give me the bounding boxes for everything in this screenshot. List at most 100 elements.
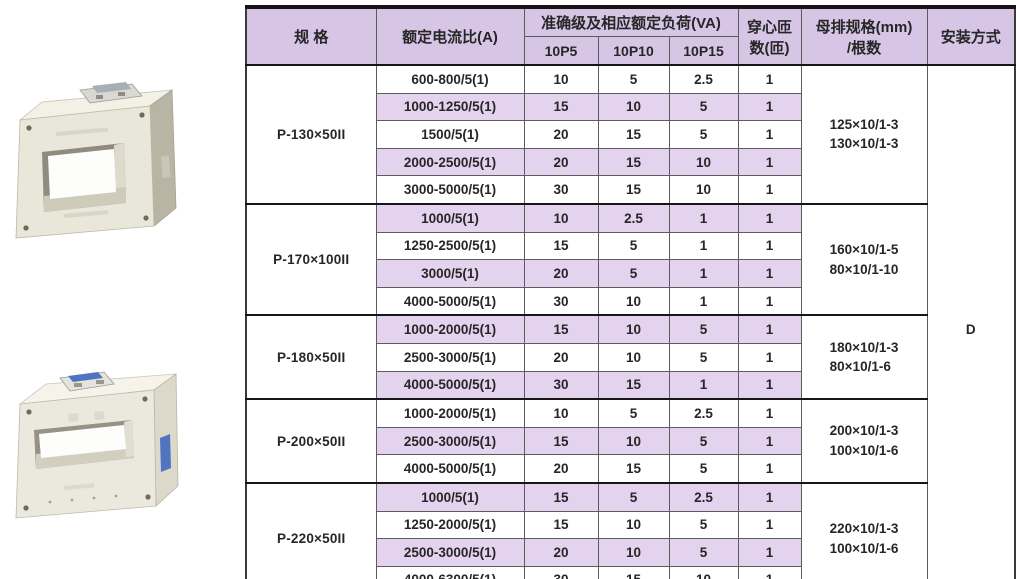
spec-table: 规 格 额定电流比(A) 准确级及相应额定负荷(VA) 穿心匝 数(匝) 母排规格… [245,5,1016,579]
ct2-screw [145,494,151,500]
ct2-vent-dot [70,498,74,502]
turns-cell: 1 [737,398,802,428]
busbar-cell: 125×10/1-3 130×10/1-3 [800,64,928,205]
load-10p15-cell: 5 [668,454,739,484]
ct1-side-recess [161,155,171,178]
header-turns: 穿心匝数(匝) [737,6,802,66]
table-row: 1000-1250/5(1) 15 10 5 1 [246,92,1015,122]
table-row: P-180×50II 1000-2000/5(1) 15 10 5 1 180×10/1-3… [245,314,1015,400]
turns-cell: 1 [737,147,802,177]
turns-cell: 1 [737,202,802,233]
load-10p5-cell: 20 [523,259,599,288]
ratio-cell: 2500-3000/5(1) [375,538,525,567]
spec-cell: P-200×50II [245,398,377,484]
ratio-cell: 2500-3000/5(1) [375,426,525,456]
load-10p5-cell: 20 [523,147,599,177]
load-10p15-cell: 1 [668,202,739,233]
ct1-window-inner-bottom [44,187,126,212]
load-10p5-cell: 15 [523,314,599,344]
turns-cell: 1 [737,175,802,205]
table-row: 1500/5(1) 20 15 5 1 [246,120,1015,149]
ct1-screw [23,225,29,231]
load-10p10-cell: 5 [597,231,670,261]
header-busbar: 母排规格(mm) /根数 [800,6,928,66]
load-10p10-cell: 2.5 [597,202,670,233]
header-busbar-line1: 母排规格(mm) [815,18,913,36]
ct1-terminal-slot [118,92,125,96]
load-10p10-cell: 5 [597,398,670,428]
turns-cell: 1 [737,63,802,94]
load-10p10-cell: 10 [597,314,670,344]
table-row: 3000/5(1) 20 5 1 1 [246,259,1015,288]
ct2-emboss-text [63,483,95,490]
header-10p15: 10P15 [668,36,739,66]
load-10p15-cell: 10 [668,565,739,579]
ratio-cell: 4000-5000/5(1) [375,286,525,316]
turns-cell: 1 [737,342,802,372]
ct1-window-hole [48,149,116,199]
ct1-emboss-text [64,210,109,218]
ratio-cell: 1000-2000/5(1) [375,314,525,344]
busbar-cell: 200×10/1-3 100×10/1-6 [800,398,928,484]
load-10p15-cell: 5 [668,538,739,567]
spec-cell: P-180×50II [245,314,377,400]
turns-cell: 1 [737,538,802,567]
ratio-cell: 4000-6300/5(1) [375,565,525,579]
table-row: 3000-5000/5(1) 30 15 10 1 [246,175,1015,205]
ct2-vent-dot [114,494,118,498]
turns-cell: 1 [737,120,802,149]
ct2-screw [26,409,32,415]
table-row: 1250-2500/5(1) 15 5 1 1 [246,231,1015,261]
load-10p10-cell: 15 [597,370,670,400]
load-10p10-cell: 10 [597,342,670,372]
load-10p15-cell: 5 [668,92,739,122]
load-10p10-cell: 15 [597,147,670,177]
load-10p5-cell: 15 [523,231,599,261]
load-10p15-cell: 2.5 [668,398,739,428]
load-10p15-cell: 10 [668,147,739,177]
turns-cell: 1 [737,231,802,261]
load-10p10-cell: 15 [597,454,670,484]
turns-cell: 1 [737,286,802,316]
spec-table-header: 规 格 额定电流比(A) 准确级及相应额定负荷(VA) 穿心匝 数(匝) 母排规格… [245,6,1016,66]
header-turns-line2: 数(匝) [749,39,790,57]
header-install: 安装方式 [926,6,1016,66]
header-turns-line1: 穿心匝 [746,18,792,36]
busbar-cell: 220×10/1-3 100×10/1-6 [800,481,928,579]
load-10p5-cell: 15 [523,510,599,540]
spec-cell: P-130×50II [245,64,377,205]
load-10p15-cell: 5 [668,314,739,344]
ct2-screw [23,505,29,511]
load-10p10-cell: 10 [597,92,670,122]
turns-cell: 1 [737,565,802,579]
load-10p10-cell: 10 [597,510,670,540]
load-10p15-cell: 1 [668,259,739,288]
ratio-cell: 1250-2500/5(1) [375,231,525,261]
ratio-cell: 1000/5(1) [375,202,525,233]
ct2-emboss-mark [68,413,79,422]
turns-cell: 1 [737,370,802,400]
load-10p10-cell: 10 [597,538,670,567]
ct1-terminal-slot [96,95,103,99]
load-10p5-cell: 15 [523,92,599,122]
load-10p5-cell: 30 [523,565,599,579]
table-row: P-220×50II 1000/5(1) 15 5 2.5 1 220×10/1-3 100×… [245,481,1015,579]
load-10p5-cell: 30 [523,175,599,205]
load-10p5-cell: 20 [523,538,599,567]
load-10p5-cell: 10 [523,63,599,94]
ct2-terminal-slot [74,383,82,387]
ratio-cell: 1000-1250/5(1) [375,92,525,122]
spec-table-body: P-130×50II 600-800/5(1) 10 5 2.5 1 125×10/1-3 1… [245,63,1016,579]
ratio-cell: 1000/5(1) [375,481,525,512]
busbar-cell: 160×10/1-5 80×10/1-10 [800,202,928,316]
ratio-cell: 1000-2000/5(1) [375,398,525,428]
load-10p10-cell: 5 [597,259,670,288]
load-10p10-cell: 10 [597,286,670,316]
ratio-cell: 3000/5(1) [375,259,525,288]
table-row: P-170×100II 1000/5(1) 10 2.5 1 1 160×10/1-5 80×… [245,202,1015,316]
load-10p10-cell: 5 [597,481,670,512]
ct2-terminal-slot [96,380,104,384]
busbar-cell: 180×10/1-3 80×10/1-6 [800,314,928,400]
load-10p5-cell: 10 [523,202,599,233]
